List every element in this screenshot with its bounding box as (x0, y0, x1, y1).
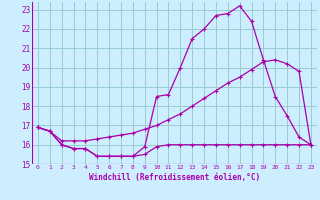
X-axis label: Windchill (Refroidissement éolien,°C): Windchill (Refroidissement éolien,°C) (89, 173, 260, 182)
